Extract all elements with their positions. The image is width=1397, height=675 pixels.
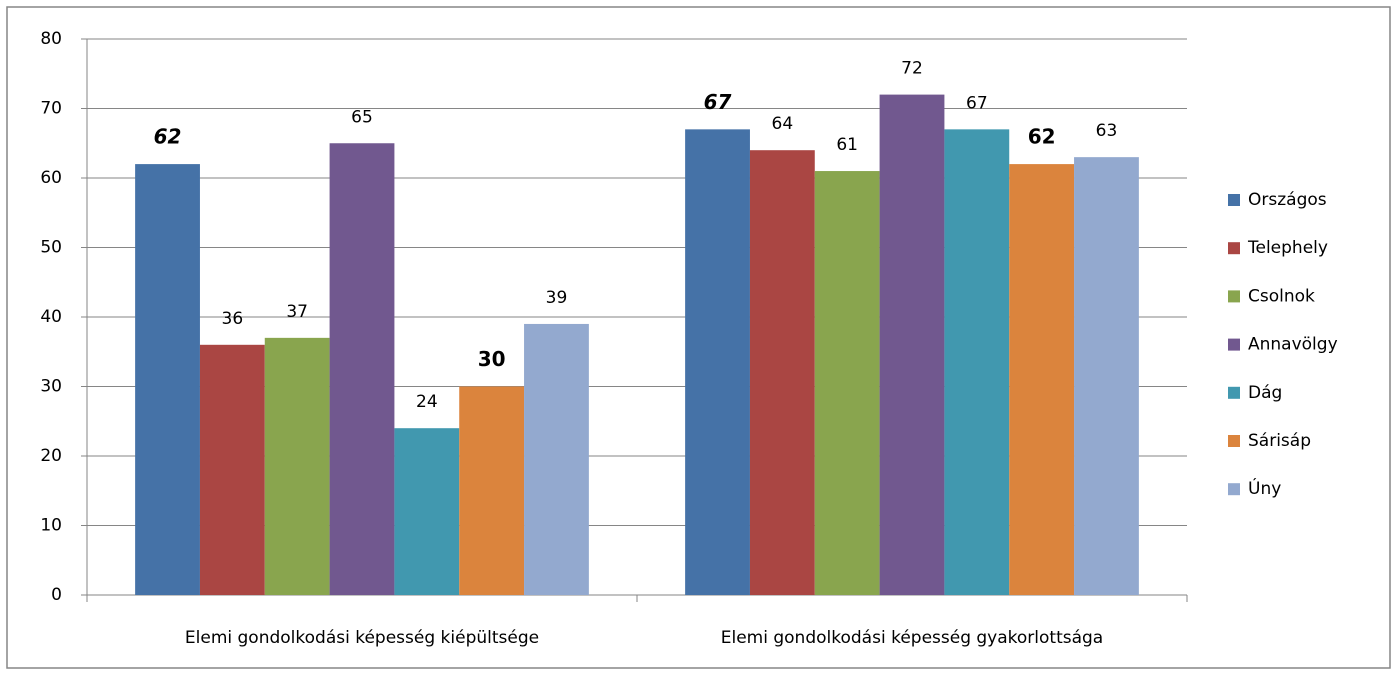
y-tick-label: 30 — [40, 377, 62, 397]
x-tick-label: Elemi gondolkodási képesség gyakorlottsá… — [721, 628, 1103, 648]
bar — [879, 94, 945, 595]
data-label: 24 — [416, 392, 438, 412]
bar — [329, 143, 395, 595]
bar — [264, 337, 330, 595]
legend-label: Sárisáp — [1248, 431, 1311, 451]
legend-label: Csolnok — [1248, 286, 1315, 306]
y-tick-label: 0 — [51, 585, 62, 605]
data-label: 36 — [222, 309, 244, 329]
y-tick-label: 60 — [40, 168, 62, 188]
bar — [394, 428, 460, 595]
legend-swatch — [1228, 483, 1240, 496]
legend-swatch — [1228, 290, 1240, 303]
bar — [749, 150, 815, 595]
data-label: 30 — [478, 347, 506, 371]
y-tick-label: 20 — [40, 446, 62, 466]
data-label: 72 — [901, 59, 923, 79]
data-label: 62 — [154, 125, 182, 149]
data-label: 37 — [286, 302, 308, 322]
legend-swatch — [1228, 242, 1240, 255]
bar — [685, 129, 750, 595]
data-label: 64 — [772, 114, 794, 134]
legend-label: Úny — [1248, 477, 1281, 499]
x-tick-label: Elemi gondolkodási képesség kiépültsége — [185, 628, 539, 648]
bar — [459, 386, 525, 595]
legend-swatch — [1228, 194, 1240, 206]
data-label: 62 — [1028, 125, 1056, 149]
legend-label: Országos — [1248, 190, 1327, 210]
data-label: 63 — [1096, 121, 1118, 141]
legend-label: Dág — [1248, 383, 1282, 403]
legend-swatch — [1228, 338, 1240, 351]
bar — [1074, 157, 1139, 595]
bar — [135, 164, 200, 595]
data-label: 61 — [836, 135, 858, 155]
data-label: 65 — [351, 107, 373, 127]
y-tick-label: 10 — [40, 516, 62, 536]
bar — [944, 129, 1010, 595]
legend-swatch — [1228, 435, 1240, 447]
data-label: 39 — [546, 288, 568, 308]
data-label: 67 — [704, 90, 732, 114]
y-tick-label: 50 — [40, 238, 62, 258]
y-tick-label: 80 — [40, 29, 62, 49]
y-tick-label: 40 — [40, 307, 62, 327]
bar — [1009, 164, 1075, 595]
y-tick-label: 70 — [40, 99, 62, 119]
data-label: 67 — [966, 93, 988, 113]
bar — [524, 323, 589, 595]
legend-label: Telephely — [1247, 238, 1328, 258]
bar — [199, 344, 265, 595]
legend-swatch — [1228, 386, 1240, 399]
bar — [814, 171, 880, 596]
legend-label: Annavölgy — [1248, 335, 1338, 355]
